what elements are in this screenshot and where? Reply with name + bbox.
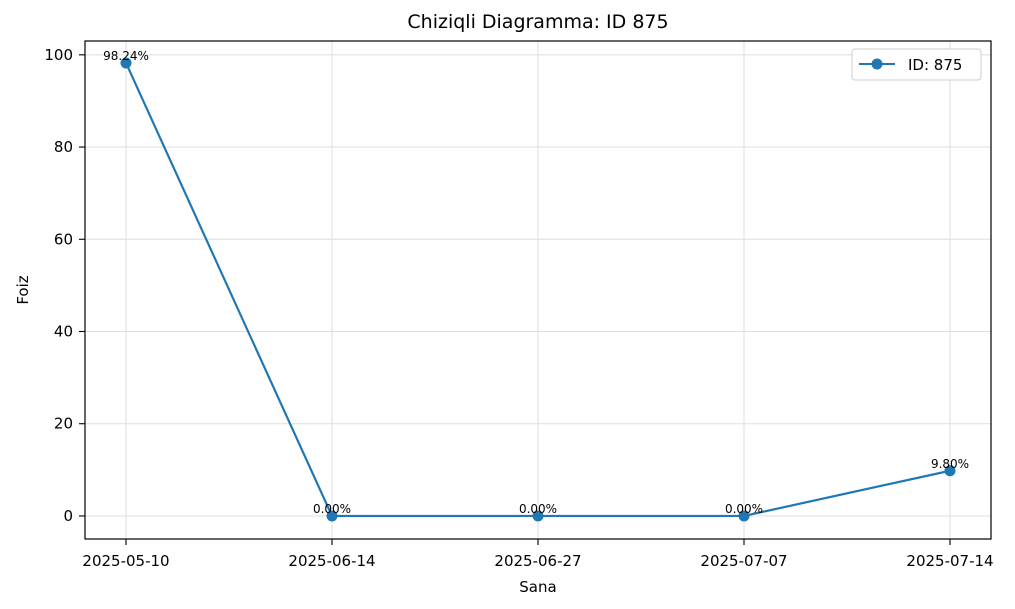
- chart-title: Chiziqli Diagramma: ID 875: [407, 11, 668, 33]
- x-tick-label: 2025-07-14: [906, 552, 993, 570]
- data-point: [944, 465, 956, 477]
- y-tick-label: 80: [54, 138, 73, 156]
- grid: [85, 41, 991, 539]
- x-tick-label: 2025-06-14: [288, 552, 375, 570]
- y-tick-label: 60: [54, 230, 73, 248]
- data-label: 0.00%: [519, 502, 557, 516]
- x-axis-label: Sana: [519, 578, 556, 596]
- data-point: [326, 510, 338, 522]
- legend: ID: 875: [851, 48, 982, 81]
- x-tick-label: 2025-05-10: [82, 552, 169, 570]
- legend-marker: [871, 58, 883, 70]
- x-tick-label: 2025-07-07: [700, 552, 787, 570]
- legend-label: ID: 875: [908, 56, 962, 74]
- y-axis: 0 20 40 60 80 100: [44, 46, 85, 525]
- data-label: 0.00%: [313, 502, 351, 516]
- data-label: 98.24%: [103, 49, 149, 63]
- y-axis-label: Foiz: [14, 275, 32, 304]
- data-label: 9.80%: [931, 457, 969, 471]
- y-tick-label: 0: [63, 507, 73, 525]
- data-point: [738, 510, 750, 522]
- data-point: [532, 510, 544, 522]
- legend-box: [851, 48, 982, 81]
- series-layer: 98.24% 0.00% 0.00% 0.00% 9.80%: [103, 49, 969, 522]
- data-point: [120, 57, 132, 69]
- data-label: 0.00%: [725, 502, 763, 516]
- y-tick-label: 20: [54, 415, 73, 433]
- x-axis: 2025-05-10 2025-06-14 2025-06-27 2025-07-07…: [82, 539, 994, 570]
- y-tick-label: 100: [44, 46, 73, 64]
- y-tick-label: 40: [54, 323, 73, 341]
- x-tick-label: 2025-06-27: [494, 552, 581, 570]
